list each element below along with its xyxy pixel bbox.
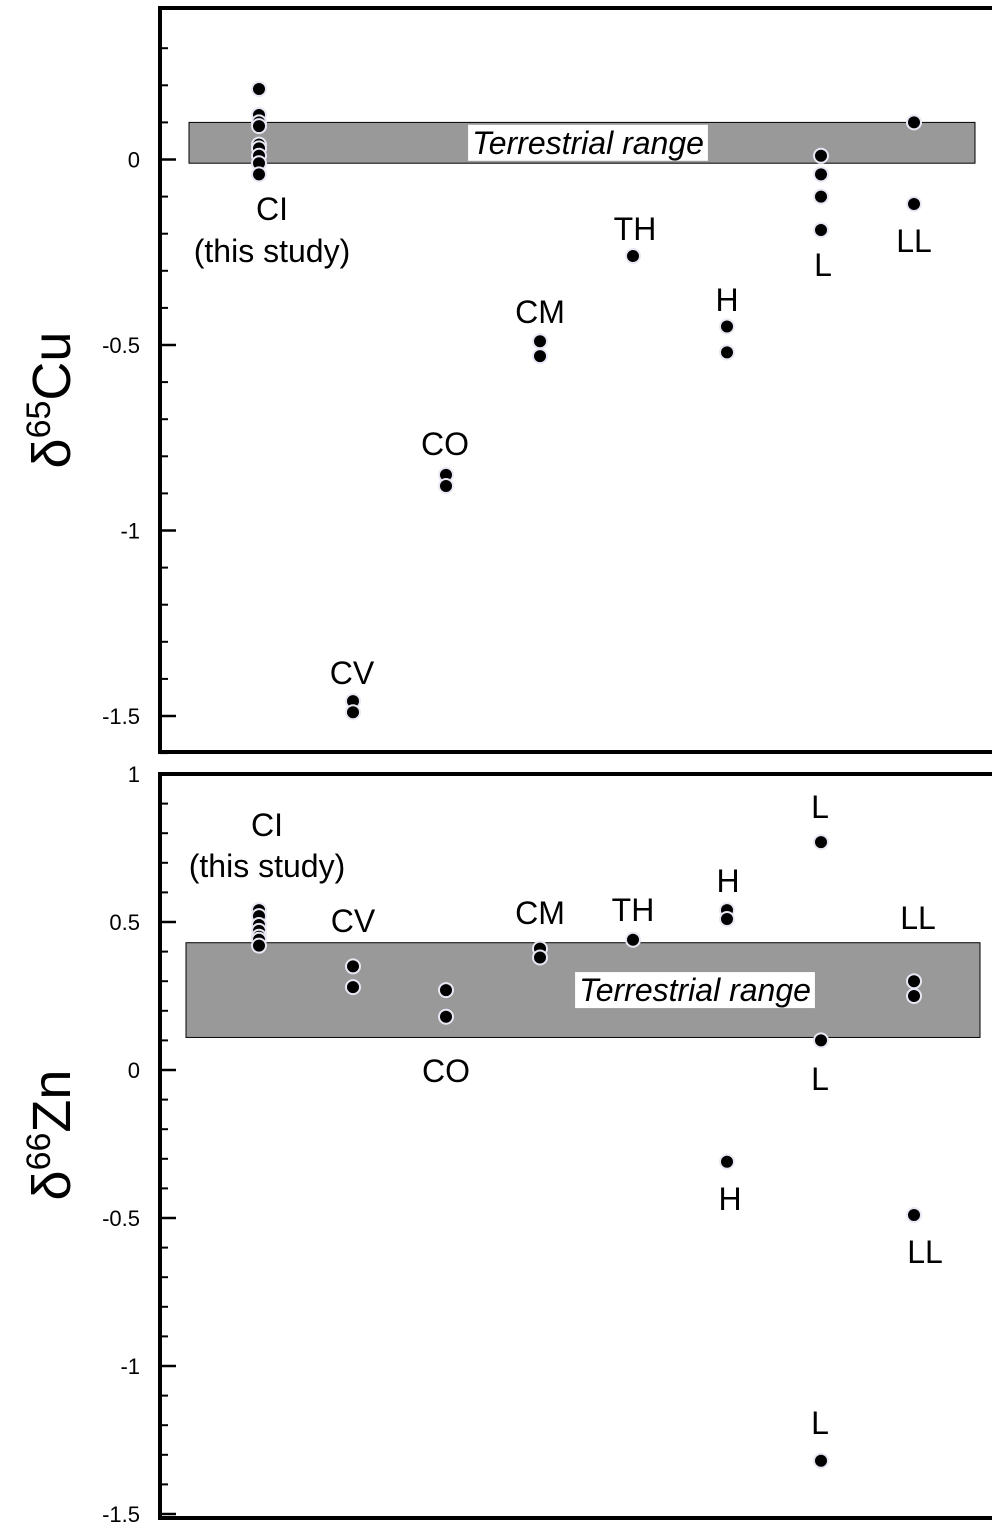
zn-point-ll-low: [906, 1207, 922, 1224]
zn-point-l-mid: [813, 1032, 829, 1049]
cu-group-label-l: L: [814, 247, 832, 283]
cu-point-cm: [532, 333, 548, 350]
zn-plot-frame: [158, 772, 992, 1520]
zn-point-ll-high: [906, 988, 922, 1004]
cu-point-cm: [532, 348, 548, 365]
zn-point-l-low: [813, 1452, 829, 1469]
cu-point-l: [813, 166, 829, 183]
cu-point-cv: [345, 704, 361, 721]
zn-point-co: [438, 982, 454, 999]
zn-point-cv: [345, 958, 361, 975]
zn-point-h-low: [719, 1153, 735, 1170]
cu-point-co: [438, 477, 454, 494]
cu-point-l: [813, 221, 829, 238]
zn-group-label-l-low: L: [811, 1405, 829, 1441]
zn-group-label-ci-sub: (this study): [189, 848, 345, 884]
zn-point-cm: [532, 949, 548, 966]
zn-y-tick-label: 1: [128, 762, 140, 787]
cu-point-l: [813, 147, 829, 164]
zn-terrestrial-label: Terrestrial range: [579, 972, 811, 1008]
zn-panel: Terrestrial range 1 0.5 0 -0.5 -1 -1.5 CI (thi…: [20, 762, 992, 1527]
cu-y-tick-label: -0.5: [102, 333, 140, 358]
zn-point-cv: [345, 979, 361, 996]
cu-group-label-co: CO: [421, 426, 469, 462]
cu-terrestrial-label-bg: [468, 124, 708, 161]
cu-point-l: [813, 188, 829, 205]
zn-group-label-co: CO: [422, 1053, 470, 1089]
cu-point-ll: [906, 114, 922, 131]
cu-point-ci: [251, 81, 267, 98]
cu-y-tick-label: 0: [128, 148, 140, 173]
zn-terrestrial-label-bg: [575, 972, 815, 1009]
cu-terrestrial-label: Terrestrial range: [472, 125, 704, 161]
zn-y-tick-label: 0.5: [109, 910, 140, 935]
cu-point-th: [625, 247, 641, 264]
zn-point-h-high: [719, 911, 735, 928]
cu-group-label-h: H: [715, 282, 738, 318]
zn-group-label-l-high: L: [811, 789, 829, 825]
cu-point-ci: [251, 166, 267, 183]
zn-y-tick-label: -1.5: [102, 1502, 140, 1527]
cu-y-axis-label: δ65Cu: [20, 332, 82, 469]
cu-panel: Terrestrial range 0 -0.5 -1 -1.5 CI (this st…: [20, 6, 992, 755]
cu-y-tick-label: -1.5: [102, 704, 140, 729]
zn-group-label-cm: CM: [515, 895, 565, 931]
cu-group-label-cv: CV: [330, 655, 375, 691]
zn-point-l-high: [813, 834, 829, 851]
cu-point-h: [719, 344, 735, 361]
zn-point-co: [438, 1008, 454, 1025]
cu-plot-frame: [158, 6, 992, 754]
cu-point-ll: [906, 196, 922, 213]
zn-group-label-cv: CV: [331, 903, 376, 939]
zn-point-th: [625, 931, 641, 948]
cu-point-h: [719, 318, 735, 335]
zn-point-ci: [251, 937, 267, 954]
zn-group-label-ll-low: LL: [907, 1234, 943, 1270]
zn-y-tick-label: 0: [128, 1058, 140, 1083]
zn-group-label-ci: CI: [251, 807, 283, 843]
cu-group-label-ci-sub: (this study): [194, 233, 350, 269]
zn-group-label-l-mid: L: [811, 1061, 829, 1097]
zn-point-ll-high: [906, 973, 922, 990]
zn-y-axis-label: δ66Zn: [20, 1070, 82, 1201]
cu-group-label-ll: LL: [896, 223, 932, 259]
zn-y-tick-label: -1: [120, 1354, 140, 1379]
cu-group-label-th: TH: [614, 211, 657, 247]
zn-group-label-th: TH: [612, 892, 655, 928]
zn-y-tick-label: -0.5: [102, 1206, 140, 1231]
zn-group-label-h-high: H: [716, 863, 739, 899]
cu-y-tick-label: -1: [120, 519, 140, 544]
cu-group-label-ci: CI: [256, 191, 288, 227]
cu-point-ci: [251, 118, 267, 135]
zn-group-label-ll-high: LL: [900, 900, 936, 936]
zn-group-label-h-low: H: [718, 1181, 741, 1217]
cu-group-label-cm: CM: [515, 294, 565, 330]
